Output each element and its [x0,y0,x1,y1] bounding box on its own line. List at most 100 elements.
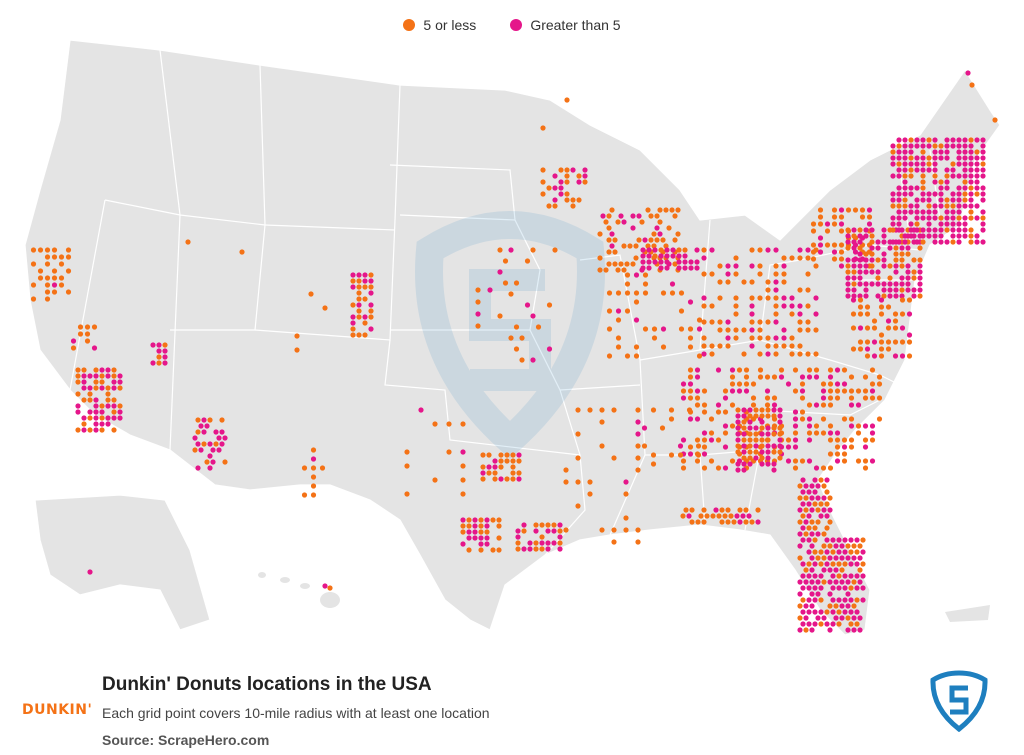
location-dot [650,407,657,413]
location-dot [651,326,658,332]
location-dot [881,263,887,269]
location-dot [885,304,892,310]
location-dot [932,191,938,197]
location-dot [558,185,564,191]
location-dot [670,253,676,259]
location-dots [30,70,998,633]
location-dot [606,213,612,219]
location-dot [636,213,642,219]
location-dot [510,452,516,458]
location-dot [486,470,492,476]
location-dot [805,351,811,357]
location-dot [974,167,980,173]
location-dot [956,233,962,239]
location-dot [558,179,564,185]
location-dot [920,215,926,221]
location-dot [725,335,731,341]
location-dot [611,527,617,533]
location-dot [558,167,564,173]
location-dot [845,287,851,293]
location-dot [920,179,926,185]
location-dot [687,388,694,394]
location-dot [530,313,536,319]
location-dot [812,477,818,483]
location-dot [99,403,105,409]
location-dot [587,407,593,413]
location-dot [709,247,715,253]
location-dot [368,278,374,284]
location-dot [821,495,827,501]
location-dot [75,379,81,385]
location-dot [824,228,831,234]
location-dot [974,155,980,161]
location-dot [156,360,162,366]
location-dot [58,261,65,267]
location-dot [701,319,707,325]
location-dot [834,458,841,464]
location-dot [627,243,633,249]
location-dot [747,449,753,455]
location-dot [498,458,504,464]
location-dot [855,402,862,408]
location-dot [773,271,779,277]
location-dot [682,265,688,271]
location-dot [694,259,700,265]
location-dot [974,215,980,221]
location-dot [908,173,914,179]
location-dot [350,278,356,284]
location-dot [195,441,201,447]
location-dot [869,458,876,464]
location-dot [77,331,84,337]
location-dot [968,143,974,149]
location-dot [492,458,498,464]
location-dot [654,237,660,243]
location-dot [216,447,222,453]
location-dot [926,191,932,197]
location-dot [587,491,593,497]
location-dot [893,263,899,269]
location-dot [932,167,938,173]
location-dot [899,245,905,251]
location-dot [701,388,708,394]
location-dot [99,385,105,391]
location-dot [914,155,920,161]
location-dot [810,242,817,248]
location-dot [857,311,864,317]
location-dot [87,385,93,391]
location-dot [863,257,869,263]
location-dot [902,209,908,215]
location-dot [640,247,646,253]
location-dot [740,513,746,519]
location-dot [609,243,615,249]
location-dot [576,173,582,179]
location-dot [824,501,830,507]
location-dot [207,453,213,459]
location-dot [815,615,821,621]
location-dot [911,287,917,293]
location-dot [753,413,759,419]
location-dot [920,197,926,203]
location-dot [105,421,111,427]
location-dot [892,318,899,324]
location-dot [91,345,98,351]
location-dot [310,447,317,453]
location-dot [545,522,551,528]
location-dot [834,444,841,450]
location-dot [854,573,860,579]
location-dot [817,207,824,213]
location-dot [498,464,504,470]
location-dot [881,257,887,263]
location-dot [851,615,857,621]
location-dot [792,367,799,373]
location-dot [905,275,911,281]
location-dot [797,543,803,549]
location-dot [805,327,811,333]
location-dot [902,203,908,209]
location-dot [757,367,764,373]
location-dot [797,327,803,333]
location-dot [980,215,986,221]
location-dot [725,319,731,325]
location-dot [792,437,799,443]
location-dot [687,381,694,387]
location-dot [806,437,813,443]
